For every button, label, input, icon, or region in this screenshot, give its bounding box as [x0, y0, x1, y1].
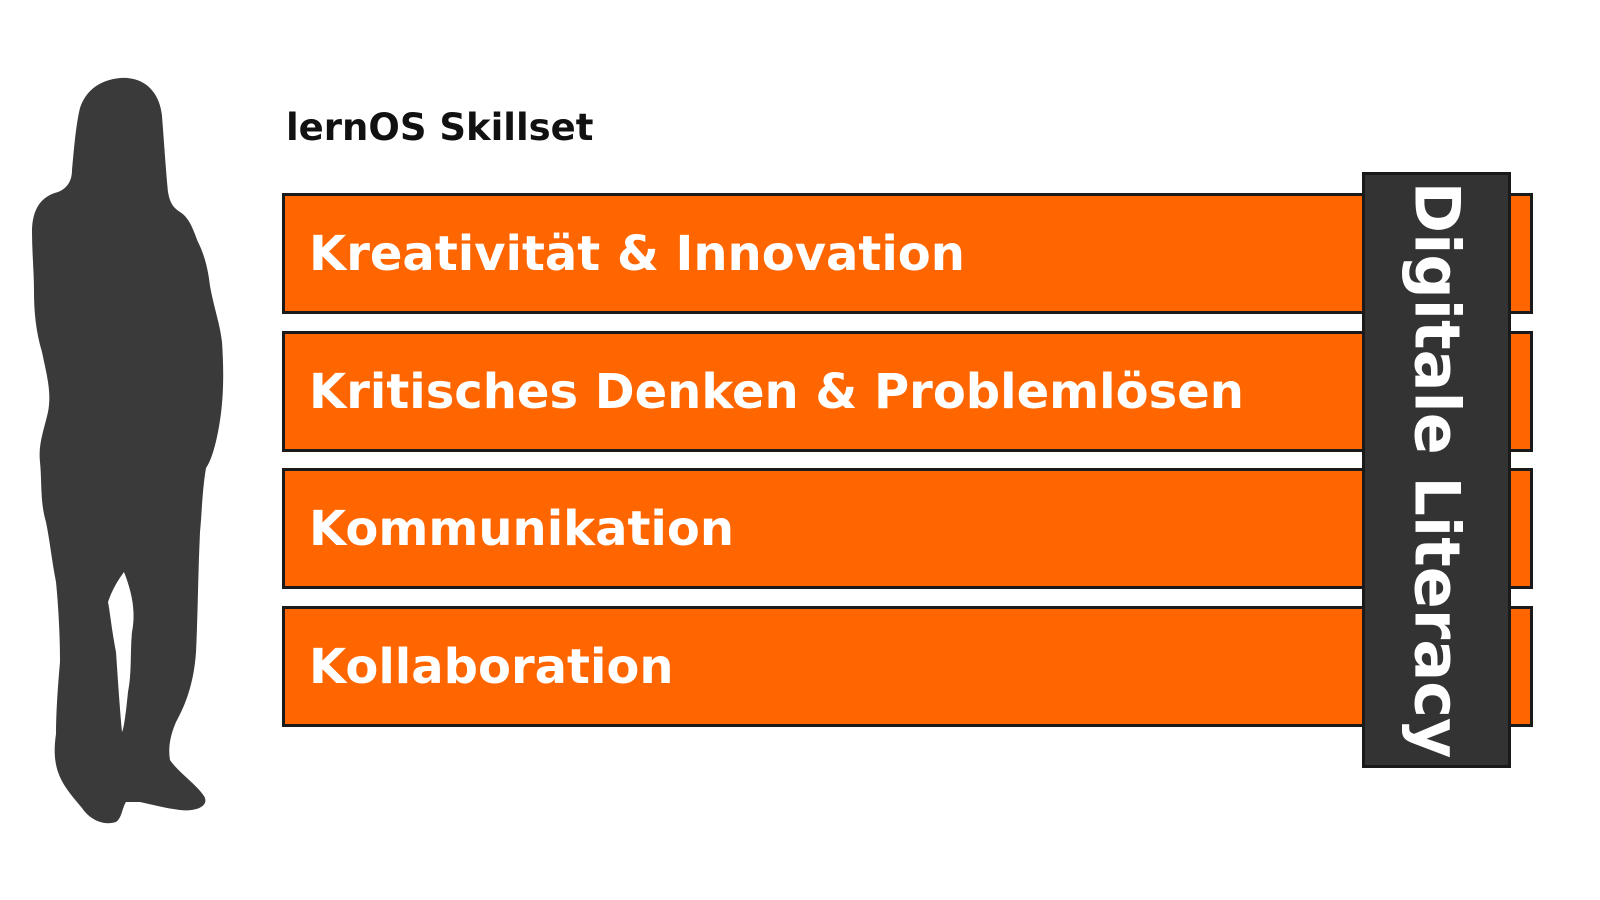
- skill-label: Kommunikation: [309, 500, 735, 557]
- skill-bar-communication: Kommunikation: [282, 468, 1533, 589]
- digital-literacy-pillar: Digitale Literacy: [1362, 172, 1511, 768]
- diagram-title: lernOS Skillset: [286, 106, 594, 149]
- skill-label: Kollaboration: [309, 638, 674, 695]
- skill-label: Kreativität & Innovation: [309, 225, 965, 282]
- skill-bar-creativity: Kreativität & Innovation: [282, 193, 1533, 314]
- skill-bar-critical-thinking: Kritisches Denken & Problemlösen: [282, 331, 1533, 452]
- pillar-label: Digitale Literacy: [1400, 181, 1473, 759]
- skill-label: Kritisches Denken & Problemlösen: [309, 363, 1244, 420]
- person-silhouette-icon: [32, 77, 224, 824]
- skill-bar-collaboration: Kollaboration: [282, 606, 1533, 727]
